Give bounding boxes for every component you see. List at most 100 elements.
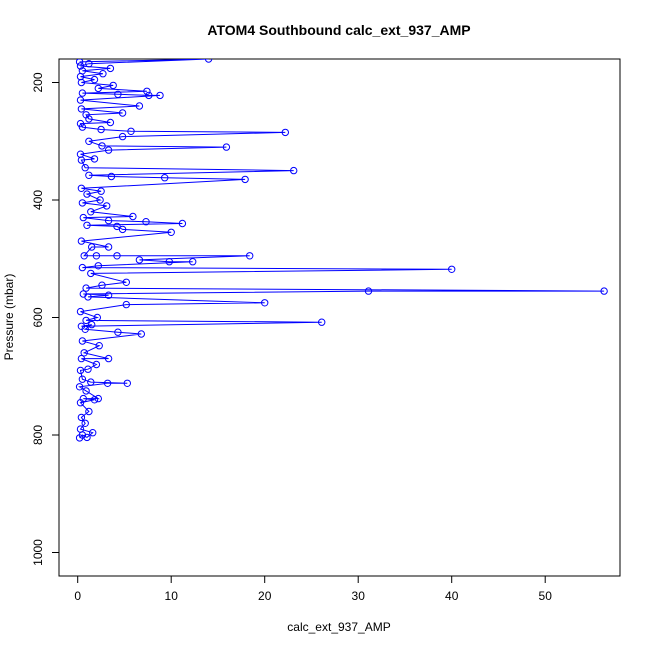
data-point [114,90,122,99]
data-point [93,313,102,322]
data-point [96,196,104,204]
y-tick-label: 200 [31,72,45,92]
data-point [79,290,88,298]
data-point [85,171,93,180]
data-point [204,59,213,63]
data-point [80,349,88,357]
data-point [77,184,86,193]
y-axis-label: Pressure (mbar) [2,274,16,361]
x-tick-label: 10 [165,589,179,603]
data-point [97,187,105,195]
data-point [81,419,89,427]
data-point [143,87,151,96]
data-point [80,252,88,260]
data-point [76,150,85,158]
data-point [178,219,187,228]
x-tick-label: 50 [539,589,553,603]
data-point [90,155,99,163]
data-point [87,269,95,278]
data-point [156,91,164,100]
data-point [281,128,289,137]
data-point [98,281,106,289]
data-point [118,225,127,234]
data-point [78,89,87,97]
data-point [246,252,254,260]
data-point [600,287,608,295]
data-point [364,287,373,295]
x-tick-label: 30 [352,589,366,603]
data-point [78,263,87,272]
data-point [137,330,146,338]
x-axis: 0 10 20 30 40 50 [74,575,553,603]
data-point [75,383,84,391]
data-point [75,59,84,66]
data-point [104,146,113,154]
data-point [123,379,132,387]
data-point [161,174,169,182]
data-point [85,407,93,416]
data-point [97,125,105,134]
data-point [84,365,92,373]
data-point [88,320,96,329]
data-point [92,360,101,369]
plot-layer [75,59,608,442]
data-point [98,142,106,150]
data-point [77,354,86,363]
data-point [261,299,269,307]
data-point [82,387,90,395]
data-point [318,318,326,326]
data-point [95,342,103,350]
data-point [76,62,85,70]
data-point [87,208,95,216]
data-point [83,221,91,230]
data-point [76,119,85,128]
data-point [78,375,87,383]
data-point [94,262,103,270]
x-tick-label: 40 [445,589,459,603]
data-point [104,354,113,363]
data-point [106,118,115,127]
data-point [103,379,112,387]
data-point [88,243,96,251]
data-point [135,102,144,110]
data-point [448,265,456,273]
data-point [135,256,144,264]
data-point [142,218,150,226]
y-tick-label: 800 [31,425,45,445]
data-point [76,425,85,433]
data-point [165,258,174,266]
x-tick-label: 20 [258,589,272,603]
data-point [122,300,131,309]
data-point [90,75,99,84]
y-tick-label: 1000 [31,539,45,566]
data-point [118,132,127,141]
data-point [77,237,86,245]
y-tick-label: 600 [31,307,45,327]
data-point [81,164,89,172]
data-point [104,291,113,299]
data-point [79,213,88,222]
data-point [94,394,103,403]
data-point [122,278,131,286]
data-point [114,328,122,336]
data-point [82,284,90,292]
data-point [104,243,113,251]
data-point [189,258,197,266]
data-point [103,202,111,210]
data-point [76,307,85,316]
data-point [290,166,298,175]
series-line [78,59,605,439]
data-point [90,396,99,404]
data-point [76,366,85,375]
data-point [78,337,87,345]
data-point [109,81,117,90]
data-point [79,394,88,403]
data-point [129,212,137,221]
data-point [78,199,87,207]
data-point [83,433,91,442]
data-point [113,252,121,260]
data-point [78,123,87,131]
data-point [127,127,135,136]
data-point [78,67,87,75]
